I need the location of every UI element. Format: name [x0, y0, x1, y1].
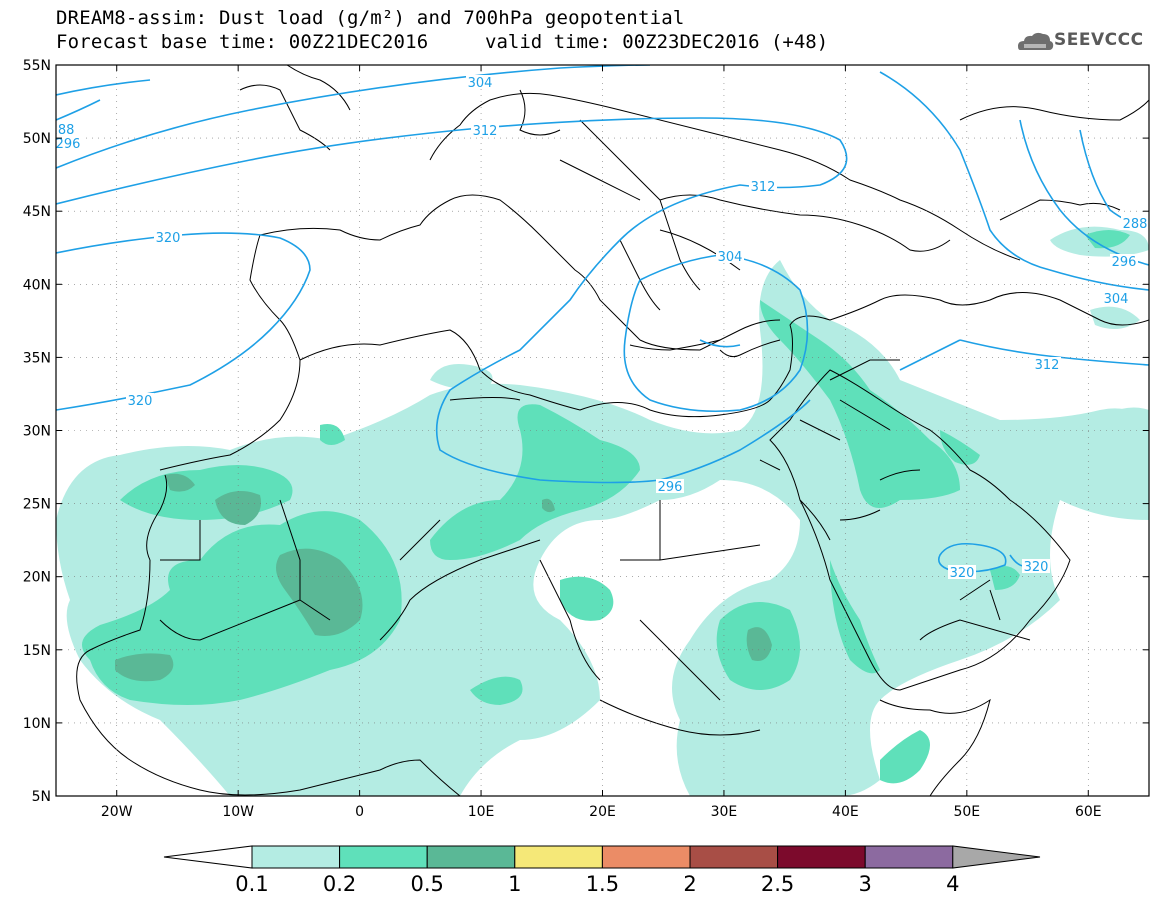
- contour-label: 304: [466, 75, 494, 91]
- svg-text:320: 320: [950, 566, 975, 581]
- legend-swatch: [514, 845, 603, 869]
- legend-label: 0.1: [235, 872, 268, 896]
- svg-text:312: 312: [1035, 358, 1060, 373]
- legend-swatch: [689, 845, 779, 869]
- lat-label: 25N: [23, 497, 51, 513]
- lon-label: 10W: [222, 804, 254, 820]
- legend-label: 0.2: [323, 872, 356, 896]
- svg-text:312: 312: [473, 124, 498, 139]
- contour-label: 296: [56, 136, 82, 152]
- svg-text:296: 296: [1112, 255, 1137, 270]
- svg-text:288: 288: [50, 123, 75, 138]
- contour-label: 312: [1033, 357, 1061, 373]
- legend-swatch: [601, 845, 691, 869]
- svg-text:304: 304: [468, 76, 493, 91]
- legend-label: 2: [683, 872, 696, 896]
- legend-under-arrow: [163, 845, 253, 869]
- contour-label: 320: [126, 393, 154, 409]
- contour-label: 288: [50, 122, 76, 138]
- lon-label: 40E: [832, 804, 859, 820]
- contour-label: 312: [471, 123, 499, 139]
- lon-label: 60E: [1075, 804, 1102, 820]
- legend-label: 4: [946, 872, 959, 896]
- lat-label: 10N: [23, 716, 51, 732]
- contour-label: 320: [1022, 559, 1050, 575]
- dust-layer-high: [115, 473, 772, 682]
- svg-text:320: 320: [128, 394, 153, 409]
- lat-label: 35N: [23, 350, 51, 366]
- coastlines: [76, 65, 1149, 796]
- lat-label: 50N: [23, 131, 51, 147]
- lon-label: 0: [355, 804, 364, 820]
- svg-text:288: 288: [1123, 217, 1148, 232]
- legend-swatch: [251, 845, 341, 869]
- legend-colorbar: 0.1 0.2 0.5 1 1.5 2 2.5 3 4: [163, 845, 1041, 896]
- lat-label: 5N: [32, 789, 51, 805]
- map-title: DREAM8-assim: Dust load (g/m²) and 700hP…: [56, 7, 685, 29]
- legend-swatch: [339, 845, 428, 869]
- legend-label: 1: [508, 872, 521, 896]
- valid-time: valid time: 00Z23DEC2016 (+48): [485, 31, 829, 53]
- legend-label: 3: [859, 872, 872, 896]
- contour-label: 288: [1121, 216, 1149, 232]
- legend-over-arrow: [952, 845, 1041, 869]
- cloud-icon: [1018, 32, 1054, 50]
- lat-label: 30N: [23, 424, 51, 440]
- svg-text:320: 320: [1024, 560, 1049, 575]
- contour-label: 296: [656, 479, 684, 495]
- contour-label: 312: [749, 179, 777, 195]
- svg-text:304: 304: [718, 250, 743, 265]
- svg-text:296: 296: [658, 480, 683, 495]
- svg-text:320: 320: [156, 231, 181, 246]
- contour-label: 304: [1102, 291, 1130, 307]
- svg-text:304: 304: [1104, 292, 1129, 307]
- lon-label: 50E: [953, 804, 980, 820]
- logo-text: SEEVCCC: [1054, 30, 1144, 50]
- lon-label: 20W: [101, 804, 133, 820]
- forecast-base-time: Forecast base time: 00Z21DEC2016: [56, 31, 429, 53]
- lat-label: 45N: [23, 204, 51, 220]
- lat-label: 40N: [23, 277, 51, 293]
- lon-label: 10E: [468, 804, 495, 820]
- graticule: [56, 65, 1149, 796]
- contour-label: 320: [154, 230, 182, 246]
- lon-label: 20E: [589, 804, 616, 820]
- lat-label: 15N: [23, 643, 51, 659]
- legend-swatch: [864, 845, 954, 869]
- lat-label: 55N: [23, 58, 51, 74]
- contour-label: 296: [1110, 254, 1138, 270]
- legend-swatch: [426, 845, 516, 869]
- legend-label: 2.5: [761, 872, 794, 896]
- legend-swatch: [777, 845, 866, 869]
- legend-label: 0.5: [410, 872, 443, 896]
- legend-label: 1.5: [586, 872, 619, 896]
- contour-label: 320: [948, 565, 976, 581]
- lat-label: 20N: [23, 570, 51, 586]
- svg-text:312: 312: [751, 180, 776, 195]
- contour-label: 304: [716, 249, 744, 265]
- lon-label: 30E: [711, 804, 738, 820]
- svg-text:296: 296: [56, 137, 81, 152]
